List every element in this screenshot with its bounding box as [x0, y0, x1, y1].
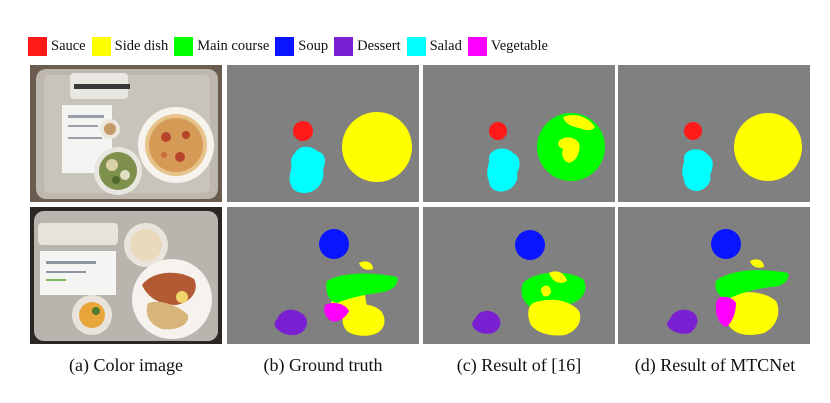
main-course-region — [715, 270, 789, 299]
ground-truth-row2 — [227, 207, 419, 344]
segmentation-map — [423, 65, 615, 202]
side-dish-region — [734, 113, 802, 181]
main-course-region — [326, 273, 398, 303]
dessert-region — [472, 310, 501, 334]
legend-label: Side dish — [114, 37, 169, 54]
result-mtcnet-row1 — [618, 65, 810, 202]
salad-swatch — [406, 36, 426, 56]
side-dish-region — [549, 271, 567, 283]
vegetable-region — [716, 296, 736, 327]
tray-photo-1 — [30, 65, 222, 202]
legend-item-main-course: Main course — [174, 36, 270, 56]
sauce-swatch — [28, 36, 47, 56]
legend-item-salad: Salad — [406, 36, 462, 56]
salad-region — [487, 148, 520, 192]
segmentation-map — [423, 207, 615, 344]
side-dish-region — [558, 137, 580, 163]
main-course-swatch — [174, 36, 194, 56]
caption-color-image: (a) Color image — [69, 355, 183, 375]
soup-region — [711, 229, 741, 259]
dessert-region — [667, 309, 698, 334]
legend-item-sauce: Sauce — [28, 36, 86, 56]
legend-label: Soup — [298, 37, 329, 54]
side-dish-region — [725, 292, 779, 335]
legend-item-dessert: Dessert — [334, 36, 401, 56]
sauce-region — [293, 121, 313, 141]
caption-result-16: (c) Result of [16] — [456, 355, 582, 375]
vegetable-swatch — [467, 36, 487, 56]
legend-item-soup: Soup — [275, 36, 329, 56]
segmentation-map — [227, 65, 419, 202]
soup-region — [319, 229, 349, 259]
ground-truth-row1 — [227, 65, 419, 202]
dessert-swatch — [334, 36, 354, 56]
segmentation-map — [618, 65, 810, 202]
vegetable-region — [324, 303, 349, 322]
sauce-region — [489, 122, 507, 140]
segmentation-map — [618, 207, 810, 344]
dessert-region — [274, 309, 307, 336]
legend-label: Salad — [429, 37, 462, 54]
side-dish-region — [342, 112, 412, 182]
soup-region — [515, 230, 545, 260]
salad-region — [682, 149, 713, 191]
tray-photo-2 — [30, 207, 222, 344]
legend: Sauce Side dish Main course Soup Dessert… — [28, 33, 554, 59]
side-dish-swatch — [91, 36, 111, 56]
legend-label: Vegetable — [490, 37, 548, 54]
result-16-row1 — [423, 65, 615, 202]
caption-ground-truth: (b) Ground truth — [263, 355, 383, 375]
salad-region — [289, 146, 325, 193]
segmentation-map — [227, 207, 419, 344]
sauce-region — [684, 122, 702, 140]
legend-label: Dessert — [357, 37, 401, 54]
color-image-row2 — [30, 207, 222, 344]
soup-swatch — [275, 36, 295, 56]
result-mtcnet-row2 — [618, 207, 810, 344]
side-dish-region — [359, 261, 373, 270]
side-dish-region — [342, 304, 385, 336]
result-16-row2 — [423, 207, 615, 344]
side-dish-region — [528, 299, 581, 336]
main-course-region — [521, 272, 586, 310]
side-dish-region — [750, 259, 764, 268]
caption-result-mtcnet: (d) Result of MTCNet — [634, 355, 796, 375]
side-dish-region — [563, 115, 595, 131]
legend-label: Sauce — [51, 37, 86, 54]
legend-label: Main course — [197, 37, 270, 54]
color-image-row1 — [30, 65, 222, 202]
side-dish-region — [541, 285, 551, 297]
legend-item-vegetable: Vegetable — [467, 36, 548, 56]
legend-item-side-dish: Side dish — [91, 36, 169, 56]
